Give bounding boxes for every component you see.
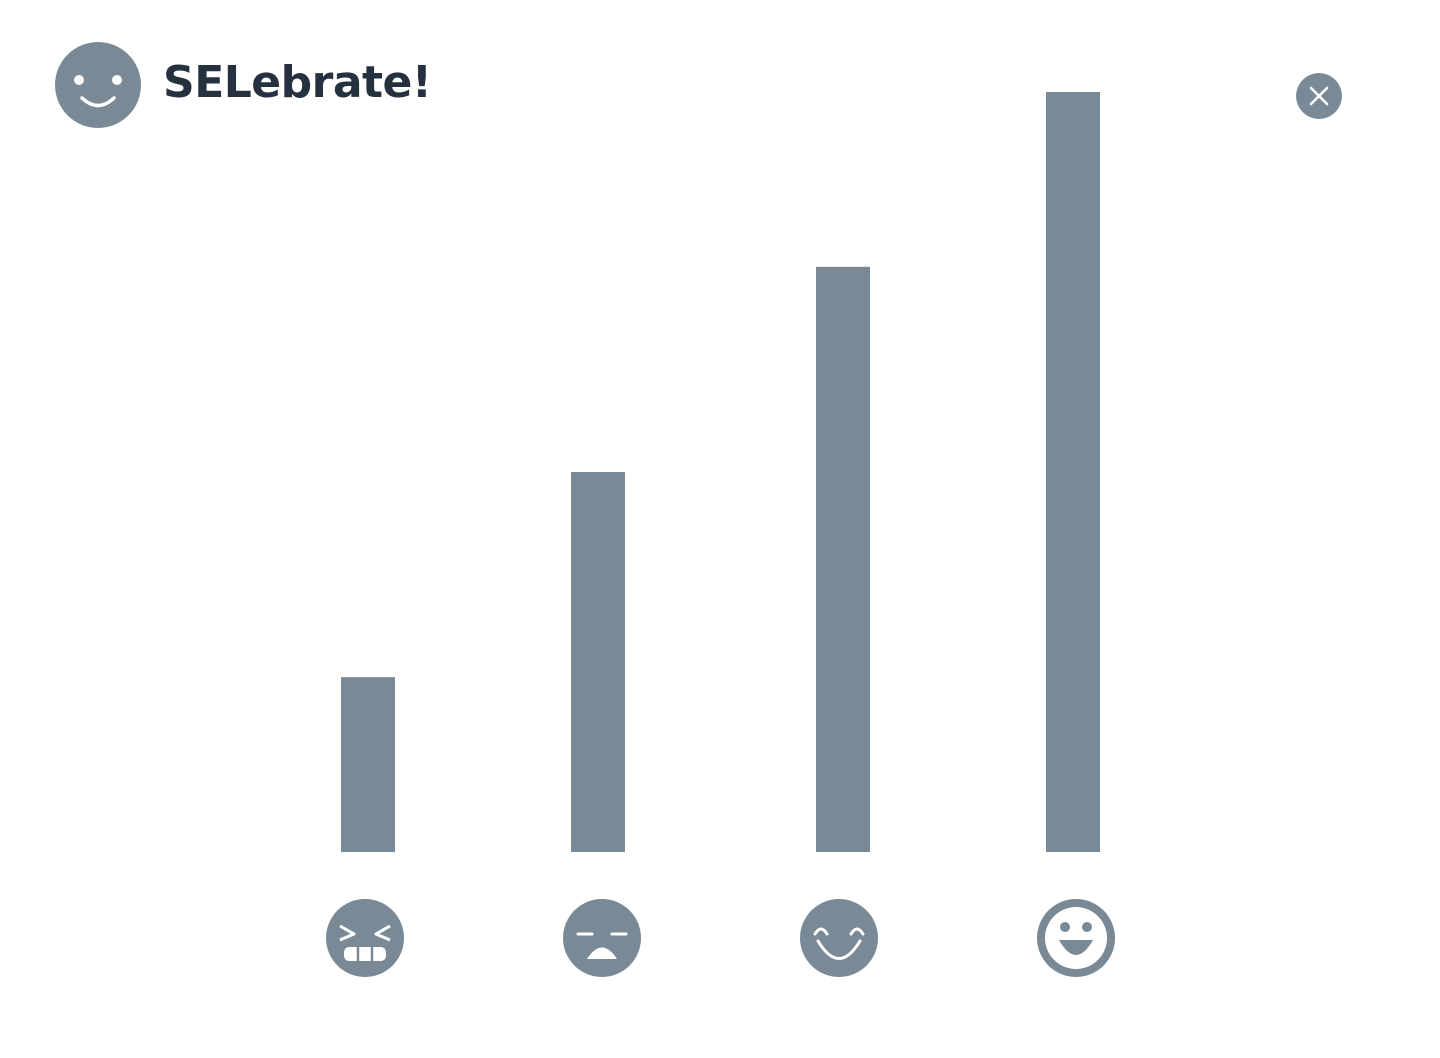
app-header: SELebrate! <box>55 42 432 128</box>
smiling-face-icon[interactable] <box>800 899 878 977</box>
bar-sad <box>571 472 625 852</box>
angry-face-icon[interactable] <box>326 899 404 977</box>
smiley-face-icon <box>55 42 141 128</box>
grinning-face-icon[interactable] <box>1037 899 1115 977</box>
bar-very-happy <box>1046 92 1100 852</box>
sad-face-icon[interactable] <box>563 899 641 977</box>
app-title: SELebrate! <box>163 57 432 108</box>
bar-angry <box>341 677 395 852</box>
close-icon <box>1296 73 1342 119</box>
close-button[interactable] <box>1296 73 1342 119</box>
bar-happy <box>816 266 870 852</box>
